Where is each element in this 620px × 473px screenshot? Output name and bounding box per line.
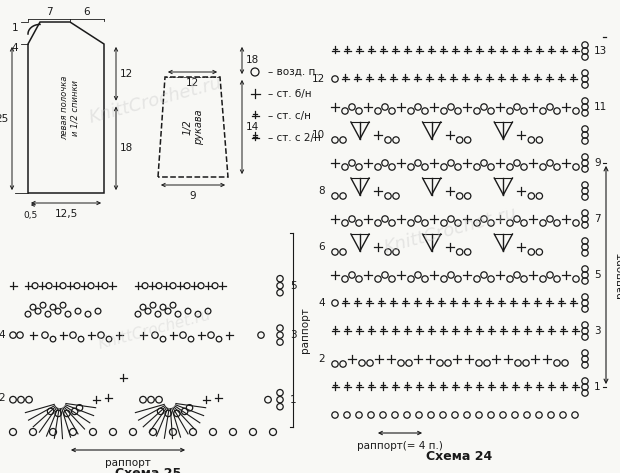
Text: 7: 7: [46, 7, 52, 17]
Text: раппорт: раппорт: [105, 458, 151, 468]
Text: 6: 6: [84, 7, 91, 17]
Text: 12: 12: [120, 69, 133, 79]
Text: – ст. с 2/н: – ст. с 2/н: [268, 133, 321, 143]
Text: 1: 1: [594, 382, 601, 392]
Text: 18: 18: [120, 143, 133, 153]
Text: 12: 12: [312, 74, 325, 84]
Text: 4: 4: [319, 298, 325, 308]
Text: – ст. с/н: – ст. с/н: [268, 111, 311, 121]
Text: 1/2
рукава: 1/2 рукава: [182, 109, 204, 145]
Text: Схема 24: Схема 24: [426, 450, 492, 463]
Text: 13: 13: [594, 46, 607, 56]
Text: KnittCrochet.ru: KnittCrochet.ru: [381, 203, 518, 256]
Text: 12,5: 12,5: [55, 209, 78, 219]
Text: 5: 5: [290, 280, 296, 291]
Text: 18: 18: [246, 55, 259, 65]
Text: 12: 12: [186, 78, 199, 88]
Text: 3: 3: [594, 326, 601, 336]
Text: Схема 25: Схема 25: [115, 467, 181, 473]
Text: 6: 6: [319, 242, 325, 252]
Text: 3: 3: [290, 330, 296, 340]
Text: 7: 7: [594, 214, 601, 224]
Text: 2: 2: [0, 393, 5, 403]
Text: 10: 10: [312, 130, 325, 140]
Text: 8: 8: [319, 186, 325, 196]
Text: 9: 9: [594, 158, 601, 168]
Text: раппорт: раппорт: [615, 252, 620, 298]
Text: раппорт: раппорт: [300, 307, 310, 353]
Text: 1: 1: [290, 394, 296, 405]
Text: 25: 25: [0, 114, 8, 123]
Text: KnittCrochet.ru: KnittCrochet.ru: [87, 74, 223, 126]
Text: – ст. б/н: – ст. б/н: [268, 89, 312, 99]
Text: KnittCrochet.ru: KnittCrochet.ru: [97, 308, 213, 352]
Text: 9: 9: [190, 191, 197, 201]
Text: левая полочка
и 1/2 спинки: левая полочка и 1/2 спинки: [60, 75, 80, 140]
Text: 4: 4: [11, 43, 18, 53]
Text: 4: 4: [0, 330, 5, 340]
Text: – возд. п.: – возд. п.: [268, 67, 319, 77]
Text: 0,5: 0,5: [24, 211, 38, 220]
Text: 14: 14: [246, 122, 259, 132]
Text: 5: 5: [594, 270, 601, 280]
Text: 11: 11: [594, 102, 607, 112]
Text: 2: 2: [319, 354, 325, 364]
Text: раппорт(= 4 п.): раппорт(= 4 п.): [357, 441, 443, 451]
Text: 1: 1: [11, 23, 18, 33]
